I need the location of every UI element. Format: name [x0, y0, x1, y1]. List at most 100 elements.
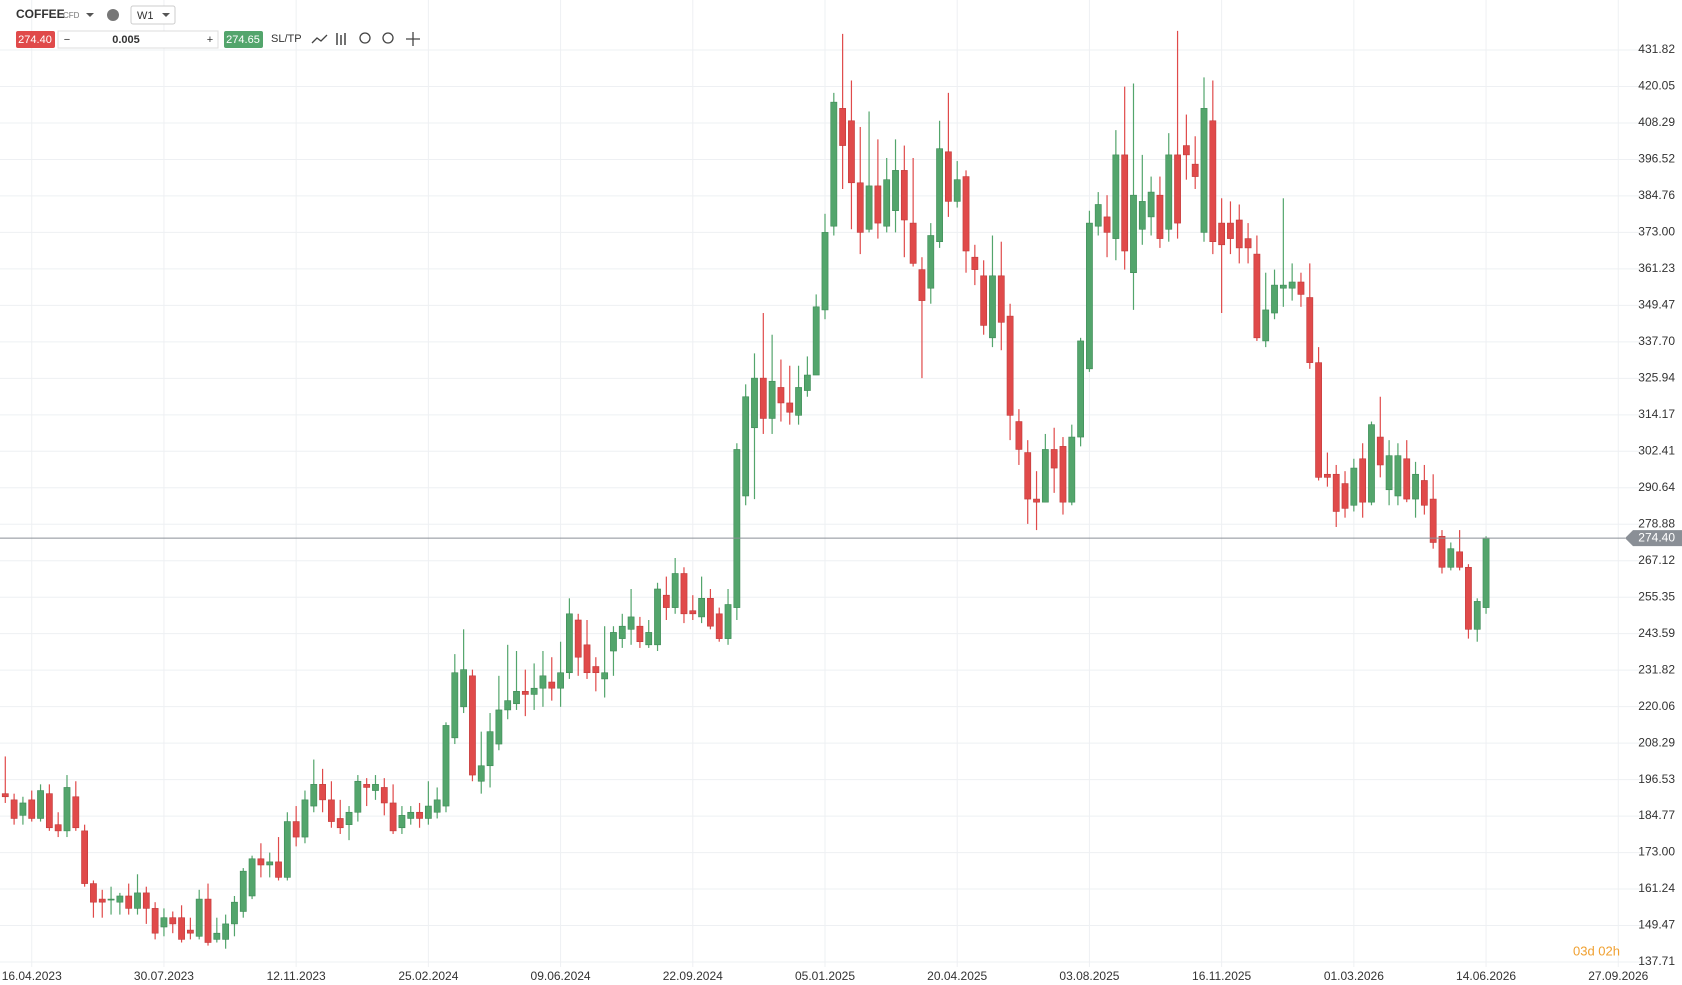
symbol[interactable]: COFFEE — [16, 7, 65, 21]
candle-body — [513, 691, 520, 705]
candle-body — [618, 625, 626, 639]
candle-body — [222, 923, 230, 940]
candle-body — [715, 613, 723, 639]
zoom-out[interactable] — [359, 32, 371, 44]
bid-price[interactable]: 274.40 — [18, 34, 52, 46]
candle-body — [1429, 498, 1437, 543]
candle-body — [363, 784, 371, 788]
candle-body — [1253, 253, 1261, 339]
timeframe[interactable]: W1 — [137, 10, 154, 22]
candle-body — [592, 666, 600, 674]
candle-body — [830, 101, 838, 227]
timeframe-dropdown[interactable] — [162, 13, 170, 17]
candle-body — [1368, 424, 1375, 503]
candle-body — [786, 402, 794, 413]
candle-body — [1288, 281, 1296, 289]
candle-body — [936, 148, 943, 242]
candle-body — [28, 799, 36, 819]
candle-body — [442, 725, 450, 807]
info-icon[interactable] — [107, 9, 119, 21]
candle-body — [918, 269, 926, 301]
candle-body — [971, 256, 979, 270]
ask-box[interactable] — [224, 31, 263, 48]
candle-body — [839, 108, 847, 146]
toolbar: COFFEE CFD W1 274.40 − 0.005 + 274.65 SL… — [16, 5, 420, 49]
candle-body — [662, 594, 670, 608]
candle-body — [248, 858, 256, 897]
candle-body — [72, 796, 80, 829]
y-tick-label: 349.47 — [1638, 298, 1675, 312]
minus[interactable]: − — [64, 34, 70, 46]
candle-body — [19, 802, 27, 816]
countdown: 03d 02h — [1573, 943, 1620, 958]
candle-body — [1306, 297, 1314, 363]
plus[interactable]: + — [207, 34, 213, 46]
candle-body — [1332, 473, 1340, 512]
candle-body — [142, 892, 150, 909]
candle-body — [1147, 191, 1155, 218]
candle-body — [1103, 216, 1111, 233]
candle-body — [116, 895, 124, 903]
candle-body — [795, 387, 802, 416]
candle-body — [698, 597, 705, 618]
candle-body — [557, 672, 564, 689]
timeframe-box[interactable] — [130, 5, 176, 25]
candle-body — [997, 275, 1005, 323]
crosshair-tool[interactable] — [406, 32, 420, 46]
y-tick-label: 196.53 — [1638, 772, 1675, 786]
x-tick-label: 03.08.2025 — [1059, 969, 1119, 983]
candle-body — [583, 644, 591, 674]
candle-body — [328, 799, 335, 822]
candle-body — [962, 176, 970, 252]
symbol-tag: CFD — [63, 11, 80, 20]
candle-body — [424, 805, 432, 819]
candle-body — [1271, 284, 1278, 314]
candle-body — [1350, 467, 1358, 506]
candle-body — [451, 672, 459, 739]
candle-body — [953, 179, 961, 202]
candle-tool[interactable] — [336, 33, 346, 45]
bid-box[interactable] — [16, 31, 55, 48]
y-tick-label: 325.94 — [1638, 370, 1675, 384]
x-tick-label: 16.11.2025 — [1192, 969, 1251, 983]
zoom-in[interactable] — [382, 32, 394, 44]
y-tick-label: 137.71 — [1638, 954, 1675, 968]
candle-body — [1244, 238, 1252, 249]
candle-body — [812, 306, 820, 376]
candle-body — [989, 275, 996, 339]
sltp[interactable]: SL/TP — [271, 33, 302, 45]
candle-body — [707, 597, 714, 627]
candle-body — [1218, 222, 1226, 246]
candle-body — [1077, 340, 1084, 438]
candle-body — [601, 672, 609, 680]
volume[interactable]: 0.005 — [112, 34, 140, 46]
candle-body — [1094, 204, 1102, 227]
volume-box[interactable] — [57, 30, 219, 49]
candle-body — [1315, 362, 1322, 478]
candle-body — [231, 901, 238, 925]
candle-body — [742, 396, 750, 497]
candle-body — [1456, 551, 1464, 568]
x-tick-label: 22.09.2024 — [663, 969, 723, 983]
candle-body — [821, 232, 829, 311]
candle-body — [275, 861, 282, 878]
candle-body — [874, 185, 882, 224]
candle-body — [1376, 436, 1384, 466]
candle-body — [1297, 281, 1305, 295]
candle-body — [504, 700, 512, 711]
candle-body — [883, 179, 891, 227]
candle-body — [266, 861, 274, 866]
symbol-dropdown[interactable] — [86, 13, 94, 17]
x-tick-label: 27.09.2026 — [1588, 969, 1648, 983]
candle-body — [759, 377, 767, 419]
last-price-tag — [1625, 530, 1682, 547]
candle-body — [1473, 601, 1481, 630]
candle-body — [1412, 473, 1419, 500]
candle-body — [98, 898, 106, 903]
candle-body — [90, 883, 97, 903]
ask-price[interactable]: 274.65 — [226, 34, 260, 46]
candle-body — [389, 802, 397, 832]
line-tool[interactable] — [311, 34, 328, 44]
candle-body — [892, 170, 899, 211]
